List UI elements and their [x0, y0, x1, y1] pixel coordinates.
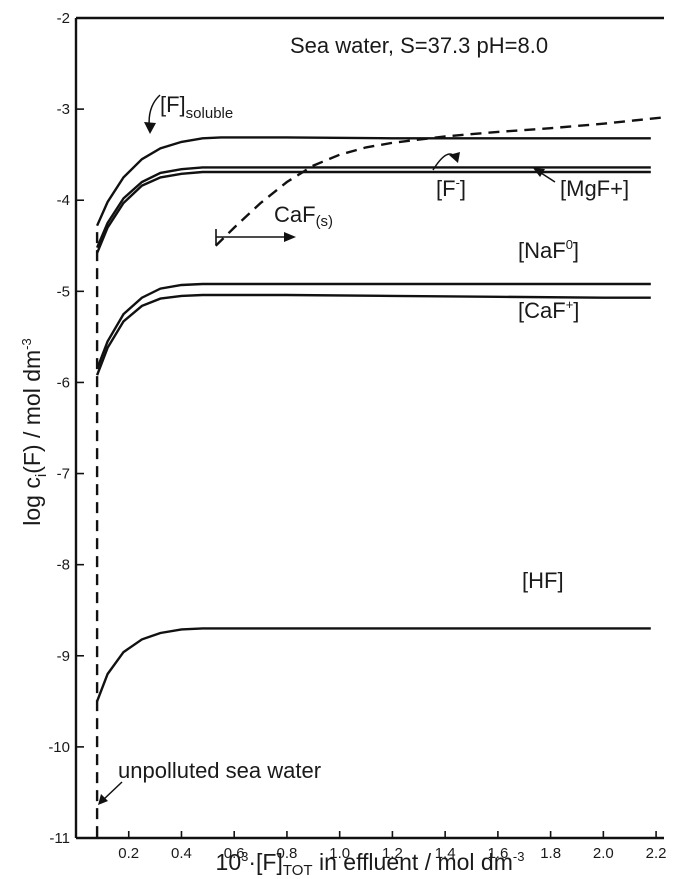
arrow-mgf-head [533, 168, 545, 177]
y-title-sup: -3 [19, 338, 34, 350]
label-caf: [CaF+] [518, 297, 579, 323]
x-tick-label: 0.6 [224, 845, 245, 862]
x-tick-label: 2.2 [646, 845, 667, 862]
label-f-minus-close: ] [460, 176, 466, 201]
arrow-unpolluted-head [98, 794, 108, 805]
series-line-caf [95, 293, 651, 376]
plot-frame [74, 16, 664, 840]
arrow-cafs-head [284, 232, 296, 242]
x-title-prefix-sup: 3 [241, 849, 248, 864]
x-tick-label: 1.2 [382, 845, 403, 862]
y-tick-label: -11 [49, 830, 70, 847]
label-f-minus-sup: - [456, 175, 460, 190]
y-tick-label: -5 [57, 283, 70, 300]
label-caf-solid-sub: (s) [316, 213, 334, 230]
label-unpolluted: unpolluted sea water [118, 758, 321, 783]
x-tick-label: 0.4 [171, 845, 192, 862]
y-ticks: -2 -3 -4 -5 -6 -7 -8 -9 -10 -11 [48, 10, 84, 847]
y-tick-label: -2 [57, 10, 70, 27]
x-title-sub: TOT [283, 862, 313, 879]
series-line-f [95, 170, 651, 254]
x-tick-label: 2.0 [593, 845, 614, 862]
label-naf-sup: 0 [566, 237, 573, 252]
series-line-caf-s [214, 116, 665, 247]
label-hf: [HF] [522, 568, 564, 593]
label-caf-main: [CaF [518, 298, 566, 323]
y-title-sub: i [33, 474, 50, 477]
x-title-prefix: 10 [216, 849, 242, 875]
label-f-soluble-sub: soluble [186, 105, 234, 122]
x-title-mid: ·[F] [248, 849, 283, 875]
x-tick-label: 1.6 [487, 845, 508, 862]
label-caf-sup: + [566, 297, 574, 312]
label-f-soluble: [F]soluble [160, 92, 233, 122]
y-tick-label: -3 [57, 101, 70, 118]
arrow-f-minus-head [449, 152, 460, 163]
arrow-unpolluted [102, 781, 123, 801]
y-tick-label: -6 [57, 374, 70, 391]
series-line-hf [95, 627, 651, 702]
y-title-suffix: (F) / mol dm [19, 350, 45, 474]
label-caf-solid: CaF(s) [274, 202, 333, 230]
y-tick-label: -9 [57, 648, 70, 665]
x-tick-label: 1.4 [435, 845, 456, 862]
label-naf: [NaF0] [518, 237, 579, 263]
label-f-soluble-main: [F] [160, 92, 186, 117]
x-tick-label: 1.0 [329, 845, 350, 862]
y-tick-label: -8 [57, 557, 70, 574]
annotation-arrows [98, 94, 556, 805]
label-caf-solid-main: CaF [274, 202, 316, 227]
y-tick-label: -10 [48, 739, 70, 756]
chart-title: Sea water, S=37.3 pH=8.0 [290, 33, 548, 58]
label-caf-close: ] [573, 298, 579, 323]
y-axis-title: log ci(F) / mol dm-3 [19, 338, 50, 525]
series-line-mgf [95, 166, 651, 249]
x-title-sup: -3 [513, 849, 525, 864]
label-f-minus-main: [F [436, 176, 456, 201]
x-tick-label: 0.2 [118, 845, 139, 862]
x-tick-label: 0.8 [277, 845, 298, 862]
series-line-naf0 [95, 282, 651, 370]
x-title-suffix: in effluent / mol dm [313, 849, 513, 875]
label-naf-main: [NaF [518, 238, 566, 263]
arrow-soluble-head [144, 122, 156, 134]
x-ticks: 0.2 0.4 0.6 0.8 1.0 1.2 1.4 1.6 1.8 2.0 2.2 [118, 831, 667, 862]
y-title-prefix: log c [19, 477, 45, 526]
series-line-f-soluble [96, 136, 651, 227]
label-naf-close: ] [573, 238, 579, 263]
x-tick-label: 1.8 [540, 845, 561, 862]
y-tick-label: -4 [57, 192, 70, 209]
label-f-minus: [F-] [436, 175, 466, 201]
y-tick-label: -7 [57, 466, 70, 483]
x-axis-title: 103·[F]TOT in effluent / mol dm-3 [216, 849, 525, 879]
series-lines [95, 116, 665, 838]
label-mgf: [MgF+] [560, 176, 629, 201]
